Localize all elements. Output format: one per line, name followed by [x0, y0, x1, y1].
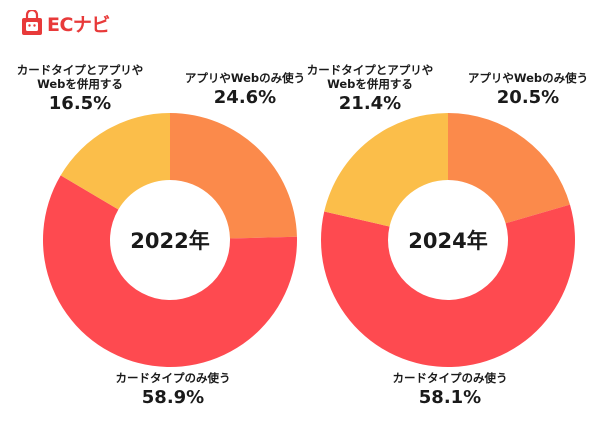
logo-text: ECナビ — [47, 13, 110, 36]
label-text: アプリやWebのみ使う — [184, 71, 306, 85]
label-2024-app: アプリやWebのみ使う 20.5% — [458, 71, 598, 109]
center-title-2024: 2024年 — [408, 229, 487, 253]
label-2024-card: カードタイプのみ使う 58.1% — [380, 371, 520, 409]
shopping-bag-icon — [22, 10, 42, 35]
label-value: 20.5% — [496, 87, 560, 108]
label-2022-app: アプリやWebのみ使う 24.6% — [175, 71, 315, 109]
slice-2024-both — [324, 113, 448, 227]
label-text: カードタイプのみ使う — [115, 371, 231, 385]
label-value: 58.1% — [418, 387, 482, 408]
slice-2024-app-only — [448, 113, 570, 224]
label-text-line2: Webを併用する — [37, 77, 123, 91]
label-text: カードタイプのみ使う — [392, 371, 508, 385]
label-value: 16.5% — [48, 93, 112, 114]
label-text-line2: Webを併用する — [327, 77, 413, 91]
ec-navi-logo: ECナビ — [20, 8, 110, 38]
slice-2022-card-only — [42, 175, 298, 367]
label-value: 21.4% — [338, 93, 402, 114]
label-2024-both: カードタイプとアプリや Webを併用する 21.4% — [300, 63, 440, 115]
slice-2022-app-only — [170, 113, 297, 239]
label-value: 24.6% — [213, 87, 277, 108]
label-2022-both: カードタイプとアプリや Webを併用する 16.5% — [10, 63, 150, 115]
label-text-line1: カードタイプとアプリや — [306, 63, 434, 77]
label-value: 58.9% — [141, 387, 205, 408]
label-text-line1: カードタイプとアプリや — [16, 63, 144, 77]
label-text: アプリやWebのみ使う — [467, 71, 589, 85]
slice-2022-both — [60, 113, 171, 210]
label-2022-card: カードタイプのみ使う 58.9% — [103, 371, 243, 409]
center-title-2022: 2022年 — [130, 229, 209, 253]
slice-2024-card-only — [321, 204, 575, 367]
